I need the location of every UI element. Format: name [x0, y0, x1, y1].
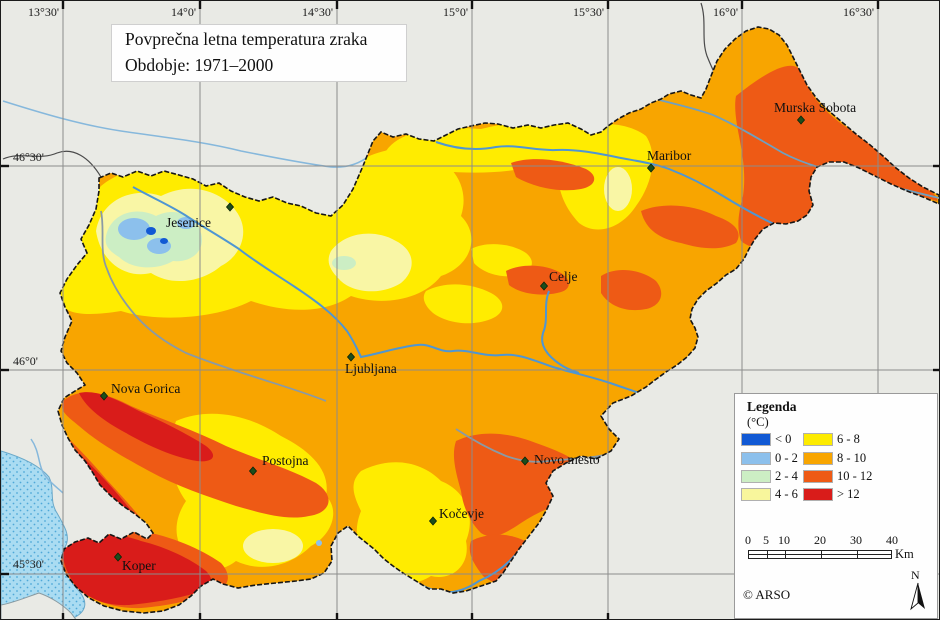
legend-swatch: [803, 488, 833, 501]
map-title: Povprečna letna temperatura zraka: [125, 29, 368, 49]
lat-label: 45°30': [13, 557, 44, 571]
city-label: Ljubljana: [345, 361, 397, 376]
city-koper: Koper: [113, 552, 156, 573]
scale-number: 5: [763, 533, 769, 547]
legend-swatch: [741, 433, 771, 446]
scale-number: 40: [886, 533, 898, 547]
city-maribor: Maribor: [646, 148, 692, 173]
north-label: N: [911, 568, 920, 582]
map-subtitle: Obdobje: 1971–2000: [125, 55, 274, 75]
lon-label: 14°30': [302, 5, 333, 19]
lon-label: 16°30': [843, 5, 874, 19]
city-label: Koper: [122, 558, 156, 573]
lat-label: 46°30': [13, 150, 44, 164]
city-nova-gorica: Nova Gorica: [99, 381, 180, 401]
city-jesenice: Jesenice: [166, 202, 235, 230]
legend-swatch: [803, 470, 833, 483]
lon-label: 13°30': [28, 5, 59, 19]
legend-swatch: [741, 488, 771, 501]
legend-swatch: [803, 433, 833, 446]
legend-label: 0 - 2: [775, 451, 798, 465]
city-label: Nova Gorica: [111, 381, 180, 396]
city-murska-sobota: Murska Sobota: [774, 100, 856, 125]
lat-label: 46°0': [13, 354, 38, 368]
city-label: Kočevje: [439, 506, 484, 521]
city-kocevje: Kočevje: [428, 506, 484, 526]
scale-number: 30: [850, 533, 862, 547]
scale-bar: [748, 550, 892, 559]
legend-label: 6 - 8: [837, 432, 860, 446]
credits: © ARSO: [743, 587, 791, 602]
legend-label: > 12: [837, 487, 860, 501]
legend-panel: Legenda (°C) < 0 0 - 2 2 - 4 4 - 6 6 - 8…: [734, 393, 938, 619]
legend-label: 4 - 6: [775, 487, 798, 501]
city-markers: Jesenice Maribor Murska Sobota Celje Lju…: [99, 100, 856, 573]
city-ljubljana: Ljubljana: [345, 352, 397, 376]
legend-swatch: [741, 470, 771, 483]
city-label: Celje: [549, 269, 578, 284]
slovenia-border: [57, 26, 939, 614]
legend-label: 8 - 10: [837, 451, 867, 465]
legend-title: Legenda: [747, 399, 797, 414]
legend-unit: (°C): [747, 415, 769, 429]
scale-number: 0: [745, 533, 751, 547]
legend-label: 10 - 12: [837, 469, 873, 483]
city-label: Novo mesto: [534, 452, 600, 467]
city-label: Jesenice: [166, 215, 211, 230]
scale-number: 10: [778, 533, 790, 547]
legend-label: 2 - 4: [775, 469, 798, 483]
north-arrow: N: [905, 568, 931, 614]
sea-adriatic: [1, 450, 86, 619]
lon-label: 15°30': [573, 5, 604, 19]
lon-label: 15°0': [443, 5, 468, 19]
city-novo-mesto: Novo mesto: [520, 452, 600, 467]
scale-unit: Km: [895, 547, 914, 561]
north-arrow-icon: [910, 582, 925, 611]
legend-swatch: [803, 452, 833, 465]
map-title-box: Povprečna letna temperatura zraka Obdobj…: [111, 24, 407, 82]
land-corner: [1, 592, 77, 619]
lon-label: 16°0': [713, 5, 738, 19]
city-label: Murska Sobota: [774, 100, 856, 115]
legend-label: < 0: [775, 432, 792, 446]
legend-swatch: [741, 452, 771, 465]
scale-number: 20: [814, 533, 826, 547]
city-postojna: Postojna: [248, 453, 309, 476]
city-label: Postojna: [262, 453, 309, 468]
lon-label: 14°0': [171, 5, 196, 19]
city-label: Maribor: [647, 148, 692, 163]
city-celje: Celje: [539, 269, 578, 291]
